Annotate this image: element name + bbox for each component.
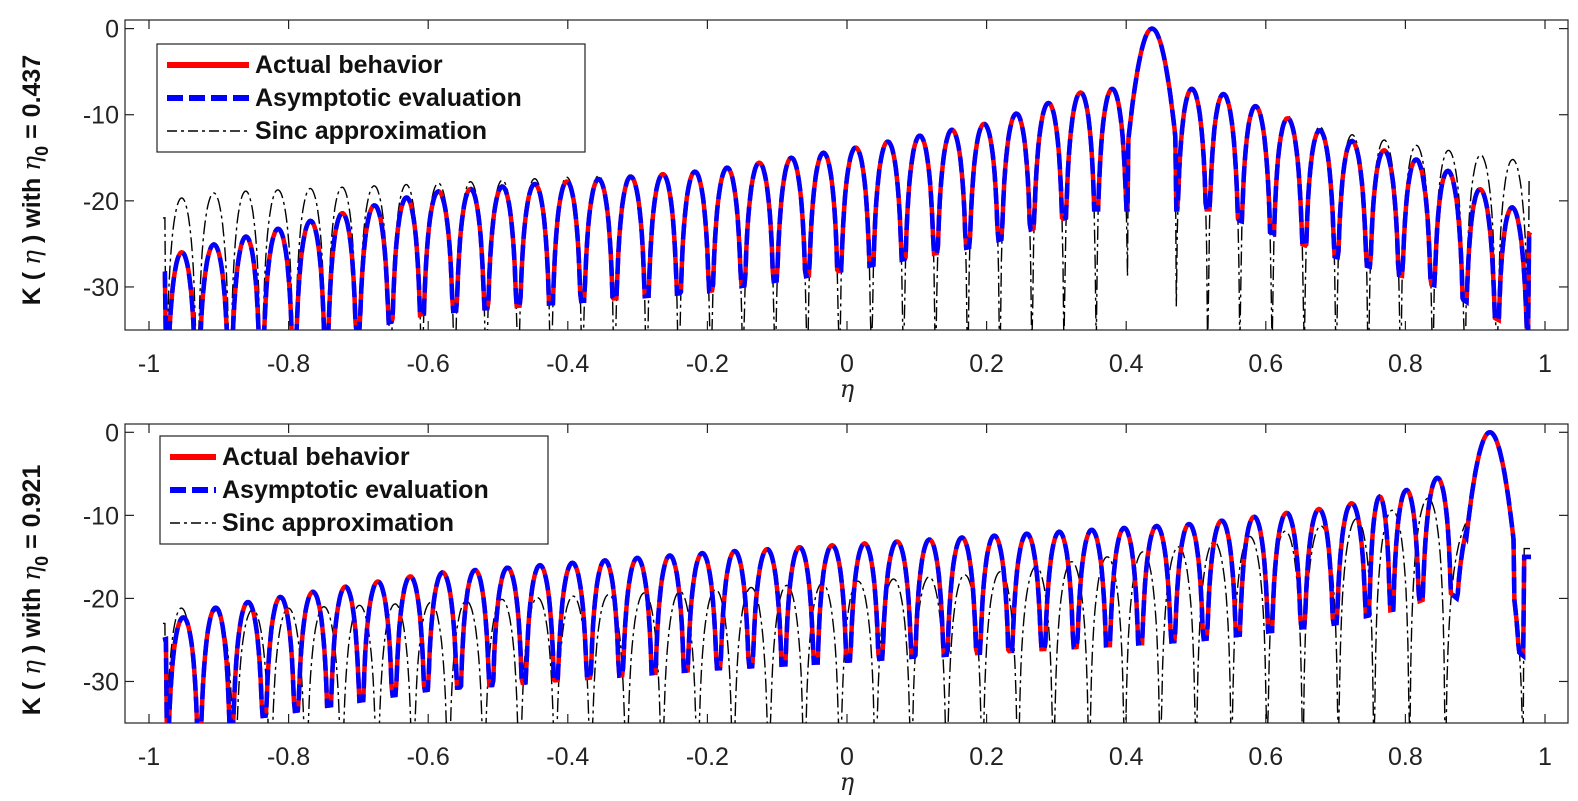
y-axis-label-sub-var: η <box>17 156 46 171</box>
y-tick-label: 0 <box>105 16 119 44</box>
y-axis-label-suffix: = 0.921 <box>18 465 46 556</box>
legend-label: Actual behavior <box>255 51 443 79</box>
y-axis-label-var: η <box>17 660 46 675</box>
x-tick-label: -1 <box>138 350 160 378</box>
legend-box <box>159 435 549 545</box>
series-asymptotic-evaluation-line <box>162 430 1531 723</box>
y-axis-label-prefix: K ( <box>18 265 46 305</box>
legend-label: Sinc approximation <box>222 509 454 537</box>
y-axis-label-sub: 0 <box>32 146 52 156</box>
legend-label: Asymptotic evaluation <box>222 476 489 504</box>
x-tick-label: 1 <box>1538 743 1552 771</box>
y-axis-label-mid: ) with <box>18 581 46 660</box>
legend-label: Actual behavior <box>222 443 410 471</box>
y-axis-label-mid: ) with <box>18 171 46 250</box>
bottom-panel: -1 -0.8 -0.6 -0.4 -0.2 0 0.2 0.4 0.6 0.8 1η0-10-20… <box>17 419 1569 796</box>
legend-label: Sinc approximation <box>255 117 487 145</box>
y-axis-label-prefix: K ( <box>18 675 46 715</box>
y-axis-label-suffix: = 0.437 <box>18 55 46 146</box>
x-tick-label: 0.4 <box>1109 743 1144 771</box>
y-tick-label: -20 <box>83 585 119 613</box>
y-tick-label: -30 <box>83 668 119 696</box>
x-tick-label: 0 <box>840 350 854 378</box>
legend: Actual behavior Asymptotic evaluation Sinc… <box>159 435 549 545</box>
y-axis-label: K ( η ) with η0 = 0.921 <box>17 465 52 716</box>
x-tick-label: -0.4 <box>546 743 589 771</box>
x-tick-label: -0.6 <box>407 743 450 771</box>
x-tick-label: 0 <box>840 743 854 771</box>
y-axis-label: K ( η ) with η0 = 0.437 <box>17 55 52 305</box>
y-tick-label: -10 <box>83 502 119 530</box>
x-tick-label: 0.6 <box>1248 350 1283 378</box>
x-tick-label: -0.2 <box>686 350 729 378</box>
top-panel: -1 -0.8 -0.6 -0.4 -0.2 0 0.2 0.4 0.6 0.8 1η0-10-20… <box>17 16 1569 403</box>
x-tick-label: 1 <box>1538 350 1552 378</box>
x-tick-label: -0.4 <box>546 350 589 378</box>
plot-area <box>162 26 1533 330</box>
plot-area <box>162 430 1531 723</box>
x-tick-label: -0.6 <box>407 350 450 378</box>
y-axis-label-var: η <box>17 250 46 265</box>
legend-label: Asymptotic evaluation <box>255 84 522 112</box>
x-axis-label: η <box>840 768 855 796</box>
x-tick-label: -0.2 <box>686 743 729 771</box>
x-axis-label: η <box>840 375 855 403</box>
x-tick-label: 0.8 <box>1388 743 1423 771</box>
x-tick-label: 0.8 <box>1388 350 1423 378</box>
series-asymptotic-evaluation-line <box>162 26 1533 330</box>
x-tick-label: -0.8 <box>267 350 310 378</box>
x-tick-label: 0.2 <box>969 350 1004 378</box>
x-tick-label: 0.4 <box>1109 350 1144 378</box>
y-tick-label: -10 <box>83 102 119 130</box>
x-tick-label: -0.8 <box>267 743 310 771</box>
y-tick-label: -30 <box>83 274 119 302</box>
series-sinc-approximation-line <box>162 431 1531 723</box>
y-axis-label-sub-var: η <box>17 566 46 581</box>
x-tick-label: 0.6 <box>1248 743 1283 771</box>
y-tick-label: -20 <box>83 188 119 216</box>
x-tick-label: 0.2 <box>969 743 1004 771</box>
x-tick-label: -1 <box>138 743 160 771</box>
y-axis-label-sub: 0 <box>32 556 52 566</box>
y-tick-label: 0 <box>105 419 119 447</box>
legend: Actual behavior Asymptotic evaluation Sinc… <box>156 43 586 153</box>
